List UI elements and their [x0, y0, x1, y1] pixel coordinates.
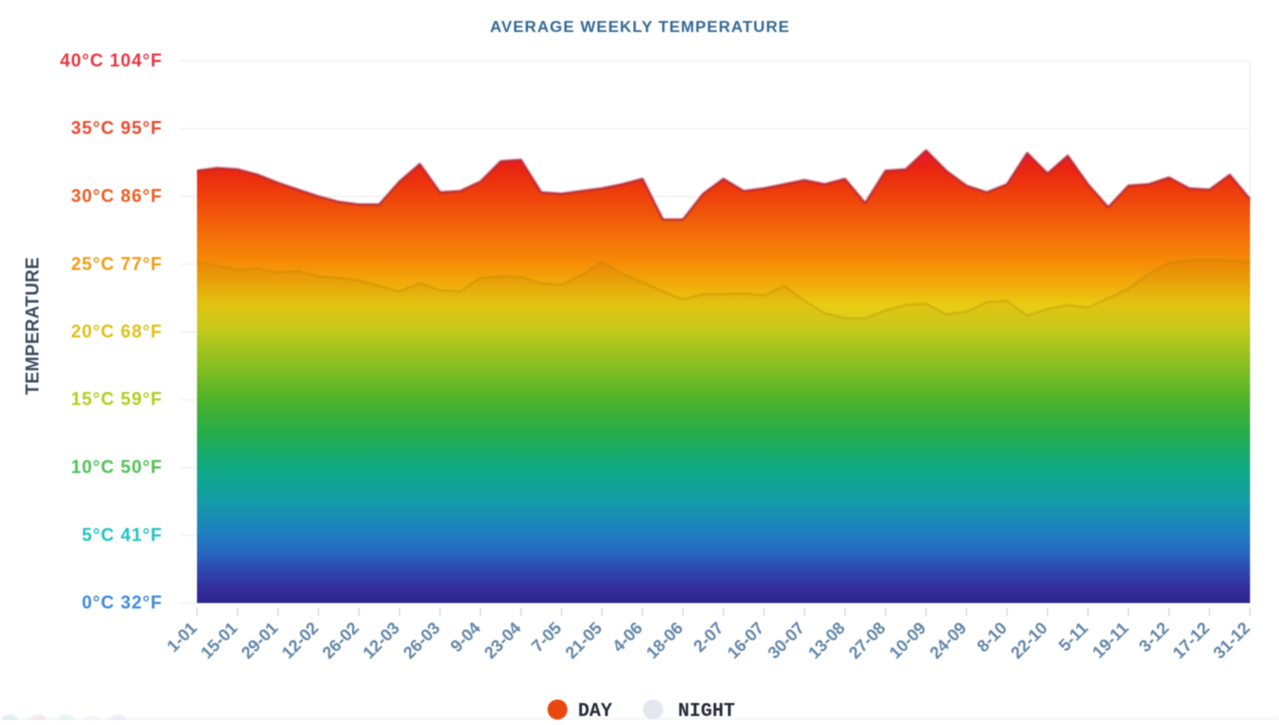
svg-text:40°C 104°F: 40°C 104°F	[60, 51, 162, 71]
svg-text:NIGHT: NIGHT	[678, 700, 735, 720]
svg-text:TEMPERATURE: TEMPERATURE	[23, 257, 43, 395]
svg-text:AVERAGE WEEKLY TEMPERATURE: AVERAGE WEEKLY TEMPERATURE	[490, 19, 790, 36]
svg-text:25°C 77°F: 25°C 77°F	[71, 254, 163, 274]
svg-text:0°C 32°F: 0°C 32°F	[82, 593, 163, 613]
svg-text:5°C 41°F: 5°C 41°F	[82, 525, 163, 545]
svg-text:10°C 50°F: 10°C 50°F	[71, 457, 163, 477]
svg-text:35°C 95°F: 35°C 95°F	[71, 118, 163, 138]
svg-text:15°C 59°F: 15°C 59°F	[71, 389, 163, 409]
svg-text:30°C 86°F: 30°C 86°F	[71, 186, 163, 206]
svg-text:20°C 68°F: 20°C 68°F	[71, 322, 163, 342]
svg-text:DAY: DAY	[578, 700, 613, 720]
